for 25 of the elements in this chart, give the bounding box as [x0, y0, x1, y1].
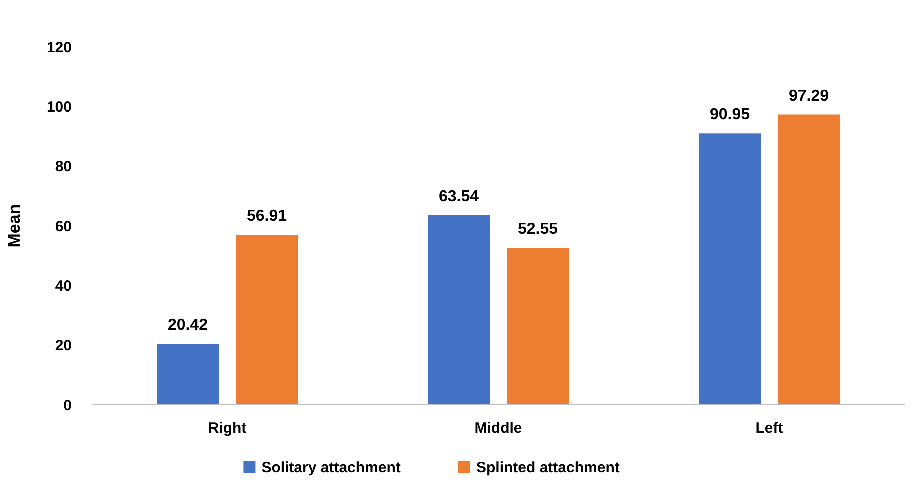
- data-label: 90.95: [710, 106, 750, 124]
- y-tick-label: 40: [55, 278, 72, 295]
- x-tick-label: Right: [208, 420, 247, 437]
- y-axis-title: Mean: [5, 204, 24, 248]
- x-tick-label: Left: [756, 420, 784, 437]
- data-label: 63.54: [438, 188, 480, 206]
- bar: [236, 235, 298, 405]
- legend-label: Solitary attachment: [262, 459, 401, 476]
- data-label: 52.55: [518, 221, 558, 238]
- legend-label: Splinted attachment: [476, 459, 620, 476]
- bar: [157, 344, 219, 405]
- bar: [778, 114, 840, 405]
- data-label: 20.42: [168, 317, 208, 334]
- y-tick-label: 120: [46, 39, 72, 56]
- bar: [428, 215, 490, 405]
- y-tick-label: 100: [46, 98, 72, 116]
- y-tick-label: 60: [55, 218, 72, 236]
- bar: [507, 248, 569, 405]
- bar: [699, 134, 761, 405]
- x-tick-label: Middle: [474, 420, 522, 437]
- y-tick-label: 0: [64, 397, 72, 414]
- data-label: 97.29: [788, 88, 830, 105]
- data-label: 56.91: [246, 208, 288, 226]
- y-tick-label: 80: [55, 158, 72, 176]
- y-tick-label: 20: [55, 338, 72, 355]
